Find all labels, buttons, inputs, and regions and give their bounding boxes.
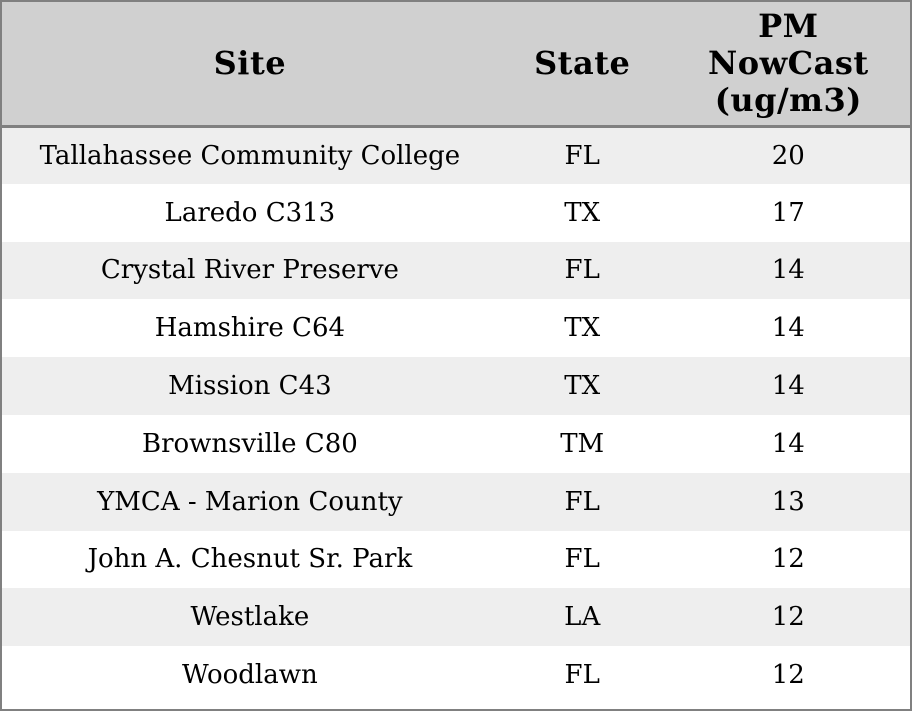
cell-state: TX: [564, 371, 601, 402]
cell-state: FL: [564, 544, 600, 575]
table-row: Crystal River Preserve FL 14: [2, 241, 910, 300]
cell-site: Westlake: [190, 602, 310, 633]
cell-state: FL: [564, 660, 600, 691]
cell-pm-nowcast-ug-m3: 20: [771, 140, 805, 171]
column-header-label: Site: [213, 43, 287, 82]
cell-state: FL: [564, 486, 600, 517]
cell-site: John A. Chesnut Sr. Park: [87, 544, 413, 575]
cell-state: TX: [564, 313, 601, 344]
table-row: YMCA - Marion County FL 13: [2, 472, 910, 531]
cell-state: LA: [564, 602, 601, 633]
cell-state: FL: [564, 255, 600, 286]
table-row: Westlake LA 12: [2, 588, 910, 647]
table-row: Tallahassee Community College FL 20: [2, 126, 910, 184]
cell-state: FL: [564, 140, 600, 171]
cell-pm-nowcast-ug-m3: 14: [771, 371, 805, 402]
cell-site: Hamshire C64: [154, 313, 346, 344]
table-row: Hamshire C64 TX 14: [2, 299, 910, 358]
table-body: Tallahassee Community College FL 20 Laredo …: [2, 126, 910, 704]
column-header-label: PM NowCast (ug/m3): [707, 6, 869, 119]
cell-pm-nowcast-ug-m3: 13: [771, 486, 805, 517]
table-row: John A. Chesnut Sr. Park FL 12: [2, 530, 910, 589]
header-row: Site State PM NowCast (ug/m3): [2, 2, 910, 128]
cell-site: Woodlawn: [182, 660, 318, 691]
cell-pm-nowcast-ug-m3: 14: [771, 255, 805, 286]
cell-site: Brownsville C80: [141, 428, 358, 459]
cell-site: Crystal River Preserve: [100, 255, 399, 286]
table-row: Laredo C313 TX 17: [2, 183, 910, 242]
table-header: Site State PM NowCast (ug/m3): [2, 2, 910, 128]
cell-site: Mission C43: [168, 371, 332, 402]
cell-site: YMCA - Marion County: [97, 486, 403, 517]
column-header-state: State: [497, 2, 667, 128]
column-header-site: Site: [2, 2, 498, 128]
cell-pm-nowcast-ug-m3: 14: [771, 313, 805, 344]
column-header-label: State: [534, 43, 631, 82]
table-row: Woodlawn FL 12: [2, 646, 910, 704]
cell-pm-nowcast-ug-m3: 17: [771, 197, 805, 228]
cell-site: Tallahassee Community College: [39, 140, 461, 171]
cell-state: TM: [560, 428, 605, 459]
cell-pm-nowcast-ug-m3: 12: [771, 660, 805, 691]
table-row: Brownsville C80 TM 14: [2, 414, 910, 473]
cell-site: Laredo C313: [164, 197, 336, 228]
cell-pm-nowcast-ug-m3: 14: [771, 428, 805, 459]
cell-pm-nowcast-ug-m3: 12: [771, 602, 805, 633]
table-row: Mission C43 TX 14: [2, 357, 910, 415]
column-header-pm-nowcast-ug-m3: PM NowCast (ug/m3): [666, 2, 910, 128]
cell-pm-nowcast-ug-m3: 12: [771, 544, 805, 575]
cell-state: TX: [564, 197, 601, 228]
